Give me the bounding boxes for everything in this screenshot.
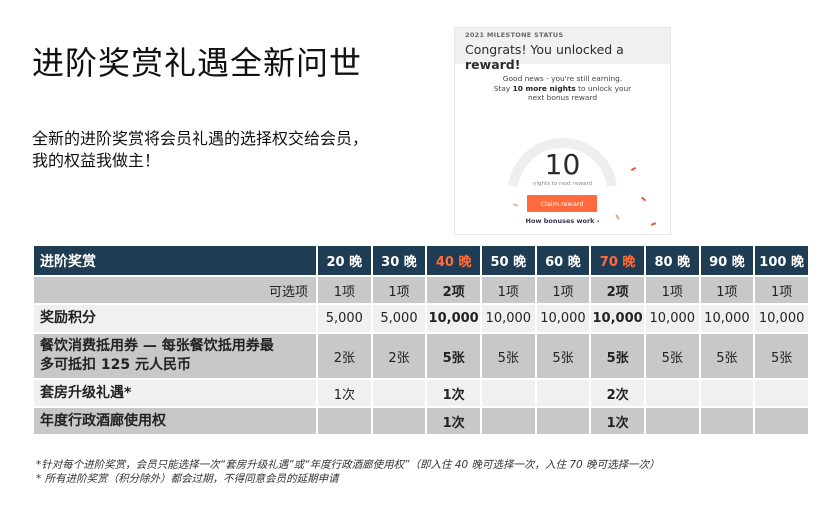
claim-reward-button[interactable]: Claim reward	[527, 195, 597, 212]
header-col: 90 晚	[700, 246, 754, 277]
table-cell: 10,000	[481, 305, 535, 334]
table-cell	[318, 408, 371, 436]
table-cell: 1项	[645, 277, 699, 305]
table-row: 可选项 1项 1项 2项 1项 1项 2项 1项 1项 1项	[34, 277, 808, 305]
table-cell	[645, 408, 699, 436]
row-label: 餐饮消费抵用券 — 每张餐饮抵用券最 多可抵扣 125 元人民币	[34, 334, 316, 380]
footnote-2: * 所有进阶奖赏（积分除外）都会过期，不得同意会员的延期申请	[36, 473, 339, 485]
table-cell: 5张	[645, 334, 699, 380]
table-cell: 1项	[536, 277, 590, 305]
card-message: Good news - you're still earning. Stay 1…	[455, 74, 670, 103]
message-rest: to unlock your	[575, 83, 632, 93]
row-label: 可选项	[34, 277, 316, 305]
intro-text: 全新的进阶奖赏将会员礼遇的选择权交给会员， 我的权益我做主！	[32, 128, 422, 172]
headline-text: Congrats! You unlocked a	[465, 42, 624, 57]
table-cell: 5张	[481, 334, 535, 380]
table-cell: 2次	[591, 380, 644, 408]
table-cell: 1项	[755, 277, 808, 305]
nights-remaining-number: 10	[544, 148, 581, 181]
header-col: 50 晚	[481, 246, 535, 277]
intro-line-1: 全新的进阶奖赏将会员礼遇的选择权交给会员，	[32, 129, 369, 148]
table-cell	[536, 380, 590, 408]
table-cell: 10,000	[427, 305, 480, 334]
table-cell: 1项	[481, 277, 535, 305]
milestone-card: 2021 MILESTONE STATUS Congrats! You unlo…	[455, 28, 670, 234]
table-cell: 10,000	[591, 305, 644, 334]
headline-bold: reward!	[465, 57, 521, 72]
header-col: 80 晚	[645, 246, 699, 277]
message-bold: 10 more nights	[512, 83, 576, 93]
row-label: 年度行政酒廊使用权	[34, 408, 316, 436]
milestone-status-label: 2021 MILESTONE STATUS	[465, 31, 564, 39]
table-row: 餐饮消费抵用券 — 每张餐饮抵用券最 多可抵扣 125 元人民币 2张 2张 5…	[34, 334, 808, 380]
table-cell: 10,000	[645, 305, 699, 334]
header-col: 20 晚	[318, 246, 371, 277]
page-title: 进阶奖赏礼遇全新问世	[32, 44, 363, 82]
table-cell: 1项	[700, 277, 754, 305]
table-cell: 5,000	[372, 305, 426, 334]
message-line-2: Stay 10 more nights to unlock your	[485, 84, 640, 94]
table-cell: 5张	[536, 334, 590, 380]
footnote-1: *针对每个进阶奖赏，会员只能选择一次“套房升级礼遇”或“年度行政酒廊使用权”（即…	[36, 459, 660, 471]
row-label: 套房升级礼遇*	[34, 380, 316, 408]
table-cell: 10,000	[700, 305, 754, 334]
table-cell: 5张	[700, 334, 754, 380]
header-col: 100 晚	[755, 246, 808, 277]
progress-gauge-icon	[508, 138, 617, 187]
table-cell: 1次	[591, 408, 644, 436]
table-cell: 5,000	[318, 305, 371, 334]
nights-remaining-label: nights to next reward	[532, 181, 592, 187]
table-cell: 10,000	[755, 305, 808, 334]
table-row: 套房升级礼遇* 1次 1次 2次	[34, 380, 808, 408]
table-cell	[372, 408, 426, 436]
table-row: 奖励积分 5,000 5,000 10,000 10,000 10,000 10…	[34, 305, 808, 334]
header-col-highlight: 40 晚	[427, 246, 480, 277]
header-col: 60 晚	[536, 246, 590, 277]
table-cell	[372, 380, 426, 408]
table-cell	[481, 408, 535, 436]
table-header-row: 进阶奖赏 20 晚 30 晚 40 晚 50 晚 60 晚 70 晚 80 晚 …	[34, 246, 808, 277]
footnotes: *针对每个进阶奖赏，会员只能选择一次“套房升级礼遇”或“年度行政酒廊使用权”（即…	[36, 458, 660, 486]
table-cell: 1项	[318, 277, 371, 305]
message-stay: Stay	[493, 83, 513, 93]
confetti-icon	[640, 196, 647, 202]
confetti-icon	[512, 203, 519, 207]
header-col-highlight: 70 晚	[591, 246, 644, 277]
table-cell	[481, 380, 535, 408]
card-header: 2021 MILESTONE STATUS Congrats! You unlo…	[455, 28, 670, 72]
table-cell	[700, 380, 754, 408]
row-label-line-1: 餐饮消费抵用券 — 每张餐饮抵用券最	[40, 338, 274, 354]
table-cell: 5张	[591, 334, 644, 380]
intro-line-2: 我的权益我做主！	[32, 151, 161, 170]
table-cell	[755, 408, 808, 436]
table-cell	[700, 408, 754, 436]
table-cell: 5张	[427, 334, 480, 380]
table-cell: 1项	[372, 277, 426, 305]
table-row: 年度行政酒廊使用权 1次 1次	[34, 408, 808, 436]
header-col: 30 晚	[372, 246, 426, 277]
how-bonuses-work-link[interactable]: How bonuses work ›	[525, 217, 600, 225]
table-cell	[755, 380, 808, 408]
table-cell	[536, 408, 590, 436]
table-cell: 1次	[427, 408, 480, 436]
table-cell: 2项	[591, 277, 644, 305]
header-tier-label: 进阶奖赏	[34, 246, 316, 277]
confetti-icon	[650, 222, 657, 226]
card-headline: Congrats! You unlocked a reward!	[465, 42, 660, 72]
table-cell: 5张	[755, 334, 808, 380]
message-line-3: next bonus reward	[527, 93, 598, 102]
rewards-table: 进阶奖赏 20 晚 30 晚 40 晚 50 晚 60 晚 70 晚 80 晚 …	[32, 246, 810, 436]
table-cell	[645, 380, 699, 408]
table-cell: 2张	[372, 334, 426, 380]
message-line-1: Good news - you're still earning.	[502, 74, 623, 83]
row-label: 奖励积分	[34, 305, 316, 334]
table-cell: 1次	[427, 380, 480, 408]
row-label-line-2: 多可抵扣 125 元人民币	[40, 357, 191, 373]
table-cell: 2张	[318, 334, 371, 380]
table-cell: 2项	[427, 277, 480, 305]
table-cell: 10,000	[536, 305, 590, 334]
table-cell: 1次	[318, 380, 371, 408]
